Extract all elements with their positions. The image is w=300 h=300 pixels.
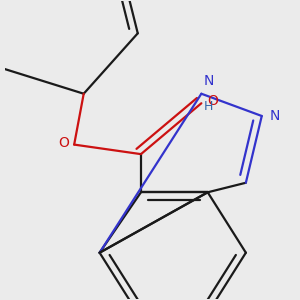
Text: N: N xyxy=(269,109,280,123)
Text: O: O xyxy=(58,136,69,150)
Text: H: H xyxy=(204,100,213,113)
Text: N: N xyxy=(203,74,214,88)
Text: O: O xyxy=(207,94,218,108)
